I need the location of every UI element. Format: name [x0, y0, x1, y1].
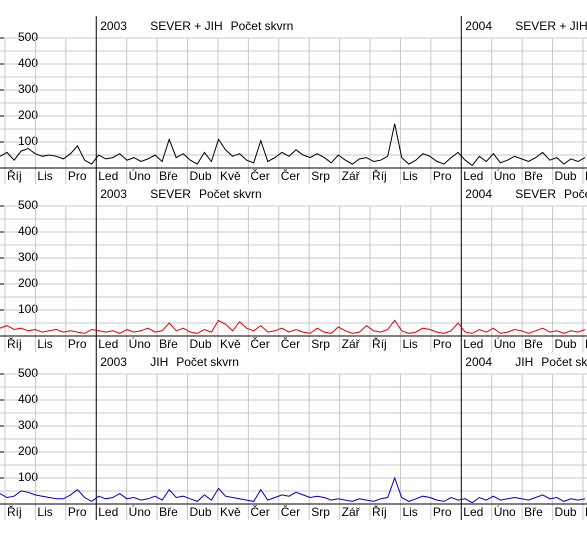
month-label: Říj	[7, 168, 22, 183]
month-label: Bře	[159, 505, 178, 519]
month-label: Říj	[7, 504, 22, 519]
month-label: Bře	[524, 505, 543, 519]
panel-subtitle: JIH	[150, 355, 168, 369]
month-label: Led	[98, 505, 118, 519]
month-label: Bře	[524, 337, 543, 351]
y-tick-label: 200	[18, 444, 38, 458]
y-tick-label: 500	[18, 30, 38, 44]
month-label: Úno	[129, 168, 151, 183]
y-tick-label: 500	[18, 198, 38, 212]
month-label: Pro	[68, 337, 87, 351]
panel-title: Počet skvrn	[176, 355, 239, 369]
panel-subtitle: JIH	[515, 355, 533, 369]
panel-subtitle: SEVER + JIH	[150, 19, 222, 33]
month-label: Čer	[281, 504, 300, 519]
month-label: Úno	[494, 504, 516, 519]
y-tick-label: 200	[18, 276, 38, 290]
month-label: Dub	[190, 505, 212, 519]
month-label: Dub	[555, 505, 577, 519]
month-label: Zář	[342, 337, 361, 351]
month-label: Pro	[433, 337, 452, 351]
month-label: Bře	[524, 169, 543, 183]
year-label: 2003	[100, 187, 127, 201]
month-label: Kvě	[585, 337, 587, 351]
month-label: Led	[463, 337, 483, 351]
y-tick-label: 400	[18, 392, 38, 406]
month-label: Lis	[402, 337, 417, 351]
y-tick-label: 500	[18, 366, 38, 380]
month-label: Říj	[372, 504, 387, 519]
y-tick-label: 400	[18, 56, 38, 70]
month-label: Lis	[37, 337, 52, 351]
month-label: Pro	[433, 505, 452, 519]
month-label: Kvě	[585, 169, 587, 183]
month-label: Říj	[7, 336, 22, 351]
month-label: Čer	[281, 336, 300, 351]
month-label: Srp	[311, 169, 330, 183]
month-label: Lis	[37, 505, 52, 519]
month-label: Dub	[555, 169, 577, 183]
month-label: Pro	[68, 505, 87, 519]
month-label: Úno	[129, 504, 151, 519]
month-label: Kvě	[220, 505, 241, 519]
month-label: Led	[98, 337, 118, 351]
y-tick-label: 100	[18, 470, 38, 484]
month-label: Lis	[37, 169, 52, 183]
month-label: Kvě	[220, 337, 241, 351]
panel-subtitle: SEVER	[515, 187, 556, 201]
month-label: Čer	[250, 168, 269, 183]
month-label: Čer	[250, 504, 269, 519]
month-label: Dub	[190, 169, 212, 183]
panel-title: Počet skvrn	[564, 187, 587, 201]
month-label: Úno	[494, 336, 516, 351]
month-label: Srp	[311, 337, 330, 351]
y-tick-label: 400	[18, 224, 38, 238]
year-label: 2004	[465, 355, 492, 369]
month-label: Led	[98, 169, 118, 183]
month-label: Kvě	[220, 169, 241, 183]
y-tick-label: 200	[18, 108, 38, 122]
month-label: Čer	[281, 168, 300, 183]
month-label: Led	[463, 169, 483, 183]
month-label: Pro	[68, 169, 87, 183]
month-label: Úno	[129, 336, 151, 351]
y-tick-label: 100	[18, 134, 38, 148]
panel-subtitle: SEVER	[150, 187, 191, 201]
month-label: Led	[463, 505, 483, 519]
month-label: Úno	[494, 168, 516, 183]
month-label: Lis	[402, 169, 417, 183]
series-line	[0, 476, 586, 504]
year-label: 2003	[100, 355, 127, 369]
y-tick-label: 300	[18, 250, 38, 264]
month-label: Kvě	[585, 505, 587, 519]
month-label: Dub	[190, 337, 212, 351]
month-label: Říj	[372, 336, 387, 351]
y-tick-label: 100	[18, 302, 38, 316]
month-label: Dub	[555, 337, 577, 351]
year-label: 2004	[465, 187, 492, 201]
y-tick-label: 300	[18, 418, 38, 432]
month-label: Lis	[402, 505, 417, 519]
year-label: 2003	[100, 19, 127, 33]
year-label: 2004	[465, 19, 492, 33]
month-label: Říj	[372, 168, 387, 183]
series-line	[0, 319, 586, 334]
panel-subtitle: SEVER + JIH	[515, 19, 587, 33]
panel-title: Počet skvrn	[199, 187, 262, 201]
month-label: Bře	[159, 169, 178, 183]
panel-title: Počet skvrn	[541, 355, 587, 369]
month-label: Zář	[342, 169, 361, 183]
series-line	[0, 123, 586, 167]
month-label: Čer	[250, 336, 269, 351]
month-label: Zář	[342, 505, 361, 519]
month-label: Pro	[433, 169, 452, 183]
y-tick-label: 300	[18, 82, 38, 96]
panel-title: Počet skvrn	[231, 19, 294, 33]
month-label: Srp	[311, 505, 330, 519]
month-label: Bře	[159, 337, 178, 351]
